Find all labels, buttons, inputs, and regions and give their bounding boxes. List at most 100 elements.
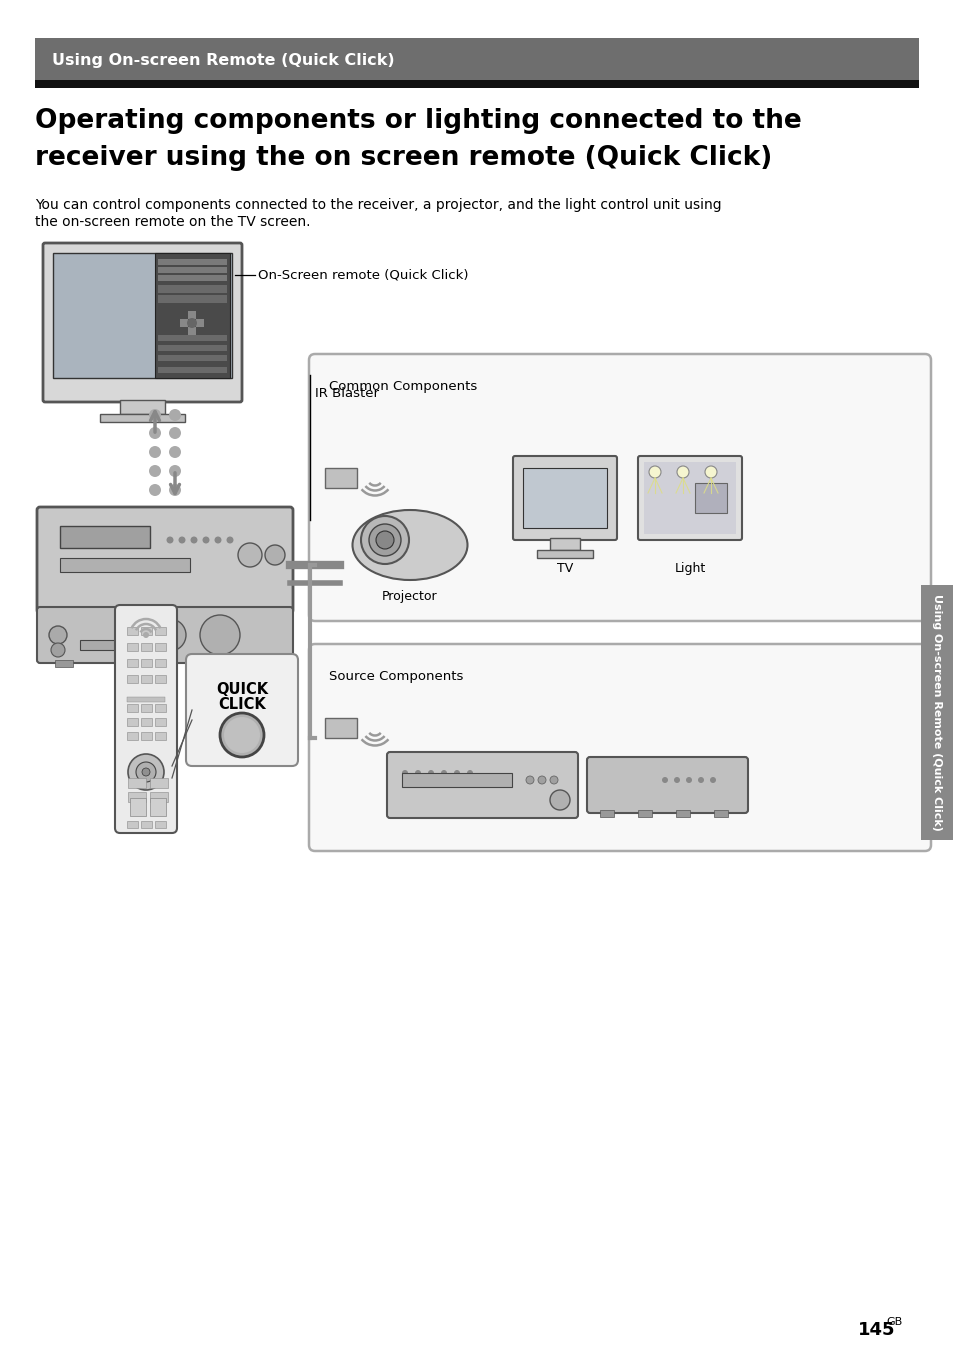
Bar [550, 538, 579, 550]
Text: Light: Light [674, 562, 705, 575]
Bar [250, 660, 268, 667]
Bar [127, 644, 138, 652]
Bar [127, 627, 138, 635]
Bar [154, 718, 166, 726]
Circle shape [149, 410, 161, 420]
Text: the on-screen remote on the TV screen.: the on-screen remote on the TV screen. [35, 215, 310, 228]
Bar [713, 810, 727, 817]
FancyBboxPatch shape [309, 354, 930, 621]
Circle shape [428, 771, 434, 776]
Bar [35, 38, 918, 82]
Bar [80, 639, 160, 650]
Circle shape [537, 776, 545, 784]
Bar [127, 658, 138, 667]
Circle shape [136, 763, 156, 781]
Text: TV: TV [557, 562, 573, 575]
Bar [35, 80, 918, 88]
Bar [154, 821, 166, 827]
Circle shape [685, 777, 691, 783]
Circle shape [550, 790, 569, 810]
Bar [158, 366, 227, 373]
Circle shape [648, 466, 660, 479]
Bar [599, 810, 614, 817]
Bar [127, 718, 138, 726]
Text: Projector: Projector [382, 589, 437, 603]
Bar [154, 253, 230, 379]
Bar [195, 319, 204, 327]
Bar [401, 773, 512, 787]
Text: Operating components or lighting connected to the: Operating components or lighting connect… [35, 108, 801, 134]
Circle shape [169, 427, 181, 439]
Bar [141, 675, 152, 683]
Text: receiver using the on screen remote (Quick Click): receiver using the on screen remote (Qui… [35, 145, 771, 170]
Bar [154, 704, 166, 713]
Bar [154, 731, 166, 740]
Circle shape [49, 626, 67, 644]
Bar [141, 704, 152, 713]
Bar [154, 675, 166, 683]
Bar [141, 644, 152, 652]
Circle shape [226, 537, 233, 544]
Bar [676, 810, 689, 817]
Text: On-Screen remote (Quick Click): On-Screen remote (Quick Click) [257, 269, 468, 281]
Bar [127, 704, 138, 713]
Circle shape [237, 544, 262, 566]
Bar [53, 253, 232, 379]
Bar [158, 266, 227, 273]
Circle shape [149, 446, 161, 458]
Bar [158, 295, 227, 303]
Text: You can control components connected to the receiver, a projector, and the light: You can control components connected to … [35, 197, 720, 212]
Bar [185, 660, 203, 667]
Bar [325, 718, 356, 738]
Bar [127, 731, 138, 740]
FancyBboxPatch shape [37, 507, 293, 612]
Bar [643, 462, 735, 534]
Circle shape [167, 537, 173, 544]
Circle shape [467, 771, 473, 776]
Bar [188, 327, 195, 335]
Bar [60, 526, 150, 548]
Circle shape [661, 777, 667, 783]
Circle shape [149, 465, 161, 477]
Circle shape [187, 318, 196, 329]
Circle shape [169, 484, 181, 496]
Bar [120, 400, 165, 414]
Circle shape [360, 516, 409, 564]
Bar [158, 345, 227, 352]
FancyBboxPatch shape [115, 604, 177, 833]
Circle shape [128, 754, 164, 790]
Circle shape [224, 717, 260, 753]
FancyBboxPatch shape [186, 654, 297, 767]
Circle shape [550, 776, 558, 784]
Bar [120, 660, 138, 667]
FancyBboxPatch shape [387, 752, 578, 818]
Bar [154, 644, 166, 652]
Bar [158, 335, 227, 341]
Text: Common Components: Common Components [329, 380, 476, 393]
Bar [128, 792, 146, 802]
Bar [158, 274, 227, 281]
Circle shape [440, 771, 447, 776]
Circle shape [143, 631, 149, 638]
Bar [141, 731, 152, 740]
Bar [154, 627, 166, 635]
Bar [180, 319, 188, 327]
Circle shape [200, 615, 240, 654]
FancyBboxPatch shape [513, 456, 617, 539]
Bar [100, 414, 185, 422]
Circle shape [149, 427, 161, 439]
Circle shape [142, 768, 150, 776]
Bar [130, 798, 146, 817]
Circle shape [454, 771, 459, 776]
Circle shape [673, 777, 679, 783]
FancyBboxPatch shape [43, 243, 242, 402]
Text: IR Blaster: IR Blaster [314, 387, 378, 400]
FancyBboxPatch shape [586, 757, 747, 813]
Circle shape [525, 776, 534, 784]
Circle shape [704, 466, 717, 479]
Circle shape [169, 446, 181, 458]
Circle shape [169, 410, 181, 420]
Bar [128, 777, 146, 788]
Circle shape [369, 525, 400, 556]
Ellipse shape [352, 510, 467, 580]
